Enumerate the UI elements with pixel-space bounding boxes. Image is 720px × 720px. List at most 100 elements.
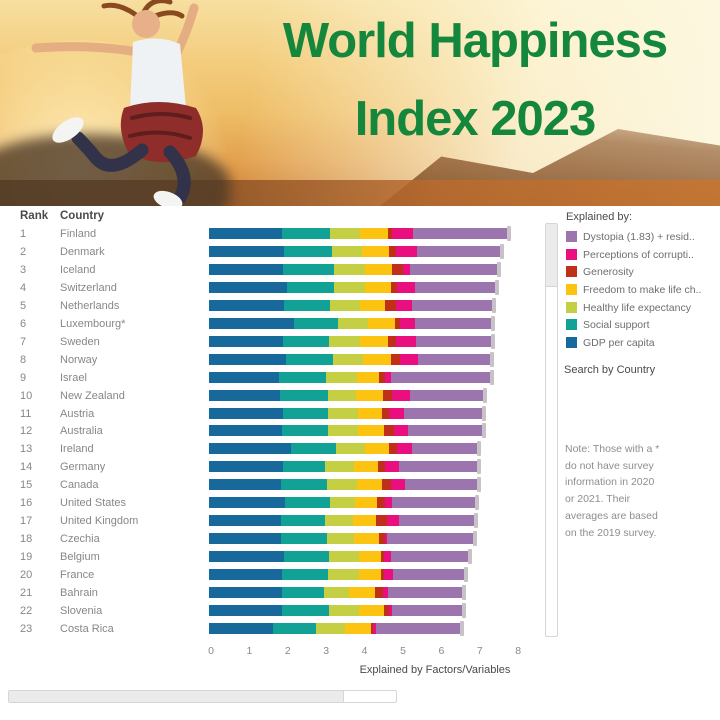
table-row[interactable]: 5 Netherlands — [0, 297, 545, 317]
bar-segment[interactable] — [327, 569, 359, 581]
bar-segment[interactable] — [384, 461, 400, 473]
bar-segment[interactable] — [380, 551, 385, 563]
bar-segment[interactable] — [209, 461, 283, 473]
bar-segment[interactable] — [285, 353, 334, 365]
bar-segment[interactable] — [414, 317, 494, 329]
bar-segment[interactable] — [411, 299, 494, 311]
bar-segment[interactable] — [360, 299, 386, 311]
table-row[interactable]: 8 Norway — [0, 351, 545, 371]
bar-segment[interactable] — [416, 245, 503, 257]
bar-segment[interactable] — [377, 461, 385, 473]
table-row[interactable]: 10 New Zealand — [0, 387, 545, 407]
bar-segment[interactable] — [412, 228, 510, 239]
bar-segment[interactable] — [209, 533, 281, 545]
bar-segment[interactable] — [384, 533, 387, 545]
bar-segment[interactable] — [209, 317, 294, 329]
bar-segment[interactable] — [391, 389, 411, 401]
bar-segment[interactable] — [209, 551, 284, 563]
bar-segment[interactable] — [379, 533, 385, 545]
bar-segment[interactable] — [324, 515, 354, 527]
bar-segment[interactable] — [389, 604, 393, 616]
bar-segment[interactable] — [209, 245, 284, 257]
table-row[interactable]: 2 Denmark — [0, 243, 545, 263]
bar-segment[interactable] — [385, 299, 396, 311]
bar-segment[interactable] — [382, 587, 389, 598]
table-row[interactable]: 15 Canada — [0, 477, 545, 496]
bar-segment[interactable] — [280, 515, 325, 527]
bar-segment[interactable] — [209, 299, 284, 311]
vertical-scrollbar[interactable] — [545, 223, 558, 637]
bar-segment[interactable] — [354, 461, 378, 473]
table-row[interactable]: 12 Australia — [0, 423, 545, 442]
bar-segment[interactable] — [209, 425, 282, 437]
bar-segment[interactable] — [283, 299, 330, 311]
bar-segment[interactable] — [333, 281, 366, 293]
bar-segment[interactable] — [402, 263, 411, 275]
bar-segment[interactable] — [387, 335, 396, 347]
bar-segment[interactable] — [385, 371, 391, 383]
bar-segment[interactable] — [388, 587, 465, 598]
legend-item[interactable]: GDP per capita — [566, 335, 716, 353]
bar-segment[interactable] — [286, 281, 334, 293]
bar-segment[interactable] — [381, 569, 384, 581]
bar-segment[interactable] — [338, 317, 369, 329]
bar-segment[interactable] — [410, 263, 500, 275]
bar-segment[interactable] — [209, 443, 291, 455]
bar-segment[interactable] — [329, 551, 359, 563]
bar-segment[interactable] — [393, 569, 466, 581]
bar-segment[interactable] — [327, 479, 358, 491]
bar-segment[interactable] — [209, 569, 283, 581]
bar-segment[interactable] — [281, 425, 329, 437]
bar-segment[interactable] — [399, 317, 415, 329]
bar-segment[interactable] — [376, 515, 387, 527]
bar-segment[interactable] — [329, 228, 360, 239]
bar-segment[interactable] — [374, 587, 383, 598]
bar-segment[interactable] — [209, 479, 282, 491]
bar-segment[interactable] — [384, 551, 391, 563]
bar-segment[interactable] — [283, 407, 328, 419]
bar-segment[interactable] — [354, 497, 377, 509]
bar-segment[interactable] — [399, 461, 480, 473]
bar-segment[interactable] — [325, 371, 358, 383]
bar-segment[interactable] — [410, 389, 486, 401]
table-row[interactable]: 4 Switzerland — [0, 279, 545, 299]
bar-segment[interactable] — [209, 622, 273, 634]
bar-segment[interactable] — [353, 515, 377, 527]
vertical-scrollbar-thumb[interactable] — [546, 224, 557, 287]
bar-segment[interactable] — [388, 407, 404, 419]
bar-segment[interactable] — [370, 622, 374, 634]
bar-segment[interactable] — [364, 263, 393, 275]
bar-segment[interactable] — [390, 551, 471, 563]
bar-segment[interactable] — [361, 245, 390, 257]
table-row[interactable]: 1 Finland — [0, 226, 545, 245]
bar-segment[interactable] — [280, 389, 328, 401]
table-row[interactable]: 20 France — [0, 567, 545, 586]
bar-segment[interactable] — [376, 622, 462, 634]
bar-segment[interactable] — [293, 317, 339, 329]
bar-segment[interactable] — [209, 371, 280, 383]
bar-segment[interactable] — [280, 533, 327, 545]
bar-segment[interactable] — [358, 551, 381, 563]
bar-segment[interactable] — [281, 228, 330, 239]
bar-segment[interactable] — [209, 604, 282, 616]
bar-segment[interactable] — [393, 425, 409, 437]
bar-segment[interactable] — [209, 353, 286, 365]
bar-segment[interactable] — [387, 228, 393, 239]
bar-segment[interactable] — [415, 335, 493, 347]
bar-segment[interactable] — [386, 515, 400, 527]
bar-segment[interactable] — [316, 622, 346, 634]
bar-segment[interactable] — [396, 245, 417, 257]
table-row[interactable]: 19 Belgium — [0, 549, 545, 568]
bar-segment[interactable] — [328, 604, 359, 616]
bar-segment[interactable] — [327, 533, 355, 545]
table-row[interactable]: 11 Austria — [0, 405, 545, 425]
legend-item[interactable]: Healthy life expectancy — [566, 300, 716, 318]
legend-item[interactable]: Generosity — [566, 264, 716, 282]
bar-segment[interactable] — [345, 622, 371, 634]
bar-segment[interactable] — [357, 479, 383, 491]
bar-segment[interactable] — [412, 443, 480, 455]
table-row[interactable]: 6 Luxembourg* — [0, 315, 545, 335]
bar-segment[interactable] — [395, 299, 412, 311]
bar-segment[interactable] — [323, 587, 349, 598]
bar-segment[interactable] — [348, 587, 375, 598]
